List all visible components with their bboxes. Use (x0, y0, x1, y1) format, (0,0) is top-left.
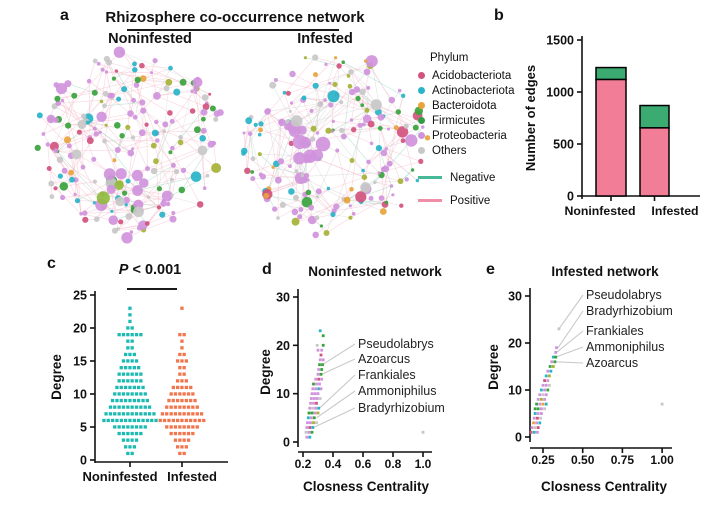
svg-text:Infested: Infested (167, 469, 217, 484)
svg-text:Bradyrhizobium: Bradyrhizobium (358, 401, 445, 415)
network-label-noninfested: Noninfested (108, 31, 192, 47)
significance-line (127, 288, 177, 290)
panel-a-title: Rhizosphere co-occurrence network (105, 9, 365, 26)
edges-bar-chart: 0 500 1000 1500 Noninfested Infested (546, 34, 700, 218)
bar-y-axis-title: Number of edges (523, 64, 538, 172)
noninfested-scatter-chart: 0 10 20 30 0.2 0.4 0.6 0.8 1.0 PseudolabrysAzoarc… (276, 289, 445, 471)
svg-text:1.0: 1.0 (415, 457, 432, 471)
svg-text:30: 30 (508, 290, 522, 304)
svg-text:1500: 1500 (546, 34, 574, 48)
svg-text:30: 30 (276, 291, 290, 305)
svg-text:10: 10 (276, 387, 290, 401)
svg-text:5: 5 (80, 421, 87, 435)
proteobacteria-dot-icon (418, 132, 425, 139)
svg-text:Azoarcus: Azoarcus (586, 356, 638, 370)
svg-text:Bradyrhizobium: Bradyrhizobium (586, 304, 673, 318)
svg-text:0.6: 0.6 (355, 457, 372, 471)
degree-strip-chart: 0 5 10 15 20 25 Noninfested Infested (73, 289, 228, 484)
legend-edge-label: Negative (450, 171, 496, 184)
p-value: P < 0.001 (95, 262, 205, 278)
svg-text:25: 25 (73, 289, 87, 303)
panel-a-title-underline (127, 29, 339, 31)
svg-text:10: 10 (73, 388, 87, 402)
infested-scatter-chart: 0 10 20 30 0.25 0.50 0.75 1.00 Pseudolabrys Brady… (508, 288, 674, 467)
network-edges (39, 51, 221, 239)
legend-item-label: Bacteroidota (432, 99, 497, 112)
legend-item-label: Actinobacteriota (432, 84, 515, 97)
svg-text:500: 500 (553, 138, 574, 152)
svg-text:Frankiales: Frankiales (358, 368, 416, 382)
svg-text:0: 0 (567, 190, 574, 204)
network-label-infested: Infested (297, 31, 353, 47)
svg-text:Ammoniphilus: Ammoniphilus (586, 340, 665, 354)
positive-edge-line-icon (418, 199, 442, 202)
svg-text:20: 20 (276, 339, 290, 353)
legend-item-positive: Positive (406, 189, 526, 212)
svg-text:1000: 1000 (546, 86, 574, 100)
panel-e-label: e (486, 261, 495, 278)
legend-item-label: Acidobacteriota (432, 69, 512, 82)
svg-text:Pseudolabrys: Pseudolabrys (586, 288, 662, 302)
legend-item-actinobacteriota: Actinobacteriota (406, 83, 526, 98)
svg-text:Noninfested: Noninfested (564, 204, 635, 218)
svg-text:Noninfested: Noninfested (82, 469, 157, 484)
legend-item-negative: Negative (406, 166, 526, 189)
network-diagram-noninfested (34, 46, 224, 244)
svg-text:Frankiales: Frankiales (586, 324, 644, 338)
svg-text:Ammoniphilus: Ammoniphilus (358, 384, 437, 398)
firmicutes-dot-icon (418, 117, 425, 124)
legend-item-others: Others (406, 143, 526, 158)
legend-item-firmicutes: Firmicutes (406, 113, 526, 128)
legend-title: Phylum (430, 52, 469, 64)
legend-item-acidobacteriota: Acidobacteriota (406, 68, 526, 83)
svg-text:20: 20 (73, 322, 87, 336)
svg-text:15: 15 (73, 355, 87, 369)
legend-item-bacteroidota: Bacteroidota (406, 98, 526, 113)
panel-a-label: a (60, 7, 69, 24)
scatter-chart-content: 0 10 20 30 0.2 0.4 0.6 0.8 1.0 PseudolabrysAzoarc… (276, 289, 445, 471)
bacteroidota-dot-icon (418, 102, 425, 109)
p-symbol: P (118, 262, 129, 278)
svg-text:20: 20 (508, 337, 522, 351)
svg-text:0: 0 (515, 431, 522, 445)
actinobacteriota-dot-icon (418, 87, 425, 94)
legend-item-label: Others (432, 144, 467, 157)
svg-text:0.50: 0.50 (571, 453, 595, 467)
svg-text:0: 0 (283, 436, 290, 450)
svg-text:0.25: 0.25 (531, 453, 555, 467)
svg-text:0.75: 0.75 (611, 453, 635, 467)
phylum-legend: Phylum Acidobacteriota Actinobacteriota … (406, 52, 526, 212)
svg-text:0.4: 0.4 (325, 457, 342, 471)
svg-text:0.2: 0.2 (295, 457, 312, 471)
network-nodes (34, 46, 224, 244)
p-rest: < 0.001 (128, 262, 182, 278)
others-dot-icon (418, 147, 425, 154)
bar-chart-content: 0 500 1000 1500 Noninfested Infested (546, 34, 700, 218)
network-nodes (241, 54, 431, 239)
acidobacteriota-dot-icon (418, 72, 425, 79)
scatter-e-title: Infested network (551, 264, 659, 279)
svg-text:Infested: Infested (651, 204, 698, 218)
svg-text:10: 10 (508, 384, 522, 398)
scatter-d-title: Noninfested network (308, 264, 442, 279)
panel-b-label: b (494, 7, 504, 24)
strip-chart-content: 0 5 10 15 20 25 Noninfested Infested (73, 289, 228, 484)
panel-d-label: d (262, 261, 272, 278)
svg-text:0.8: 0.8 (385, 457, 402, 471)
svg-text:0: 0 (80, 454, 87, 468)
legend-edge-label: Positive (450, 194, 491, 207)
panel-c-label: c (47, 255, 56, 272)
svg-text:Azoarcus: Azoarcus (358, 352, 410, 366)
network-diagram-infested (241, 54, 431, 239)
scatter-chart-content: 0 10 20 30 0.25 0.50 0.75 1.00 Pseudolabrys Brady… (508, 288, 674, 467)
scatter-d-x-axis-title: Closness Centrality (302, 479, 430, 494)
svg-text:1.00: 1.00 (650, 453, 674, 467)
negative-edge-line-icon (418, 176, 442, 179)
legend-item-label: Firmicutes (432, 114, 486, 127)
svg-text:Pseudolabrys: Pseudolabrys (358, 337, 434, 351)
legend-item-proteobacteria: Proteobacteria (406, 128, 526, 143)
legend-item-label: Proteobacteria (432, 129, 507, 142)
scatter-e-x-axis-title: Closness Centrality (540, 479, 668, 494)
